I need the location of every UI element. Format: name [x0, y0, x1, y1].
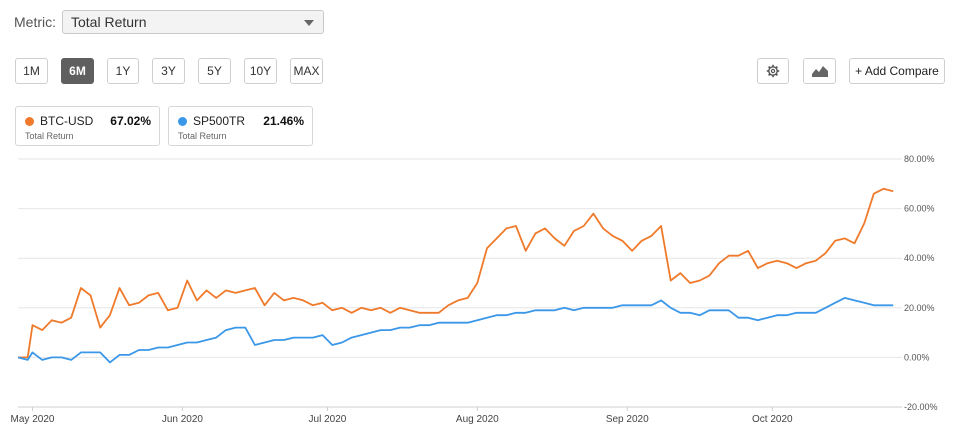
x-tick-label: Jul 2020 — [309, 414, 347, 425]
legend-series-metric: Total Return — [25, 131, 74, 141]
settings-button[interactable] — [757, 58, 789, 84]
legend-series-name: BTC-USD — [40, 114, 94, 128]
mountain-chart-icon — [811, 66, 828, 77]
y-tick-label: 20.00% — [904, 303, 935, 313]
add-compare-button[interactable]: + Add Compare — [849, 58, 945, 84]
gear-icon — [766, 64, 780, 78]
chevron-down-icon — [304, 20, 314, 26]
legend-series-value: 67.02% — [110, 114, 151, 128]
series-line-btc-usd — [18, 187, 894, 359]
metric-label: Metric: — [14, 14, 56, 30]
range-10y-button[interactable]: 10Y — [244, 58, 277, 84]
y-tick-label: 60.00% — [904, 204, 935, 214]
range-5y-button[interactable]: 5Y — [198, 58, 231, 84]
range-3y-button[interactable]: 3Y — [152, 58, 185, 84]
x-tick-label: Oct 2020 — [752, 414, 793, 425]
metric-selected-value: Total Return — [71, 14, 147, 30]
total-return-chart: 80.00% 60.00% 40.00% 20.00% 0.00% -20.00% May … — [11, 154, 938, 425]
x-tick-label: May 2020 — [11, 414, 55, 425]
series-line-sp500tr — [17, 297, 894, 364]
series-color-dot — [25, 117, 34, 126]
legend-series-value: 21.46% — [263, 114, 304, 128]
y-tick-label: 40.00% — [904, 253, 935, 263]
series-color-dot — [178, 117, 187, 126]
y-tick-label: 0.00% — [904, 352, 930, 362]
x-tick-label: Sep 2020 — [606, 414, 649, 425]
y-tick-label: -20.00% — [904, 402, 938, 412]
legend-series-metric: Total Return — [178, 131, 227, 141]
range-max-button[interactable]: MAX — [290, 58, 323, 84]
x-tick-label: Jun 2020 — [162, 414, 204, 425]
range-1m-button[interactable]: 1M — [15, 58, 48, 84]
legend-card-sp500tr[interactable]: SP500TR 21.46% Total Return — [168, 106, 313, 146]
x-tick-label: Aug 2020 — [456, 414, 499, 425]
range-6m-button[interactable]: 6M — [61, 58, 94, 84]
range-1y-button[interactable]: 1Y — [107, 58, 139, 84]
legend-series-name: SP500TR — [193, 114, 246, 128]
chart-type-button[interactable] — [803, 58, 836, 84]
metric-dropdown[interactable]: Total Return — [62, 10, 324, 34]
y-tick-label: 80.00% — [904, 154, 935, 164]
legend-card-btc[interactable]: BTC-USD 67.02% Total Return — [15, 106, 160, 146]
metric-selector-row: Metric: Total Return — [14, 10, 324, 34]
